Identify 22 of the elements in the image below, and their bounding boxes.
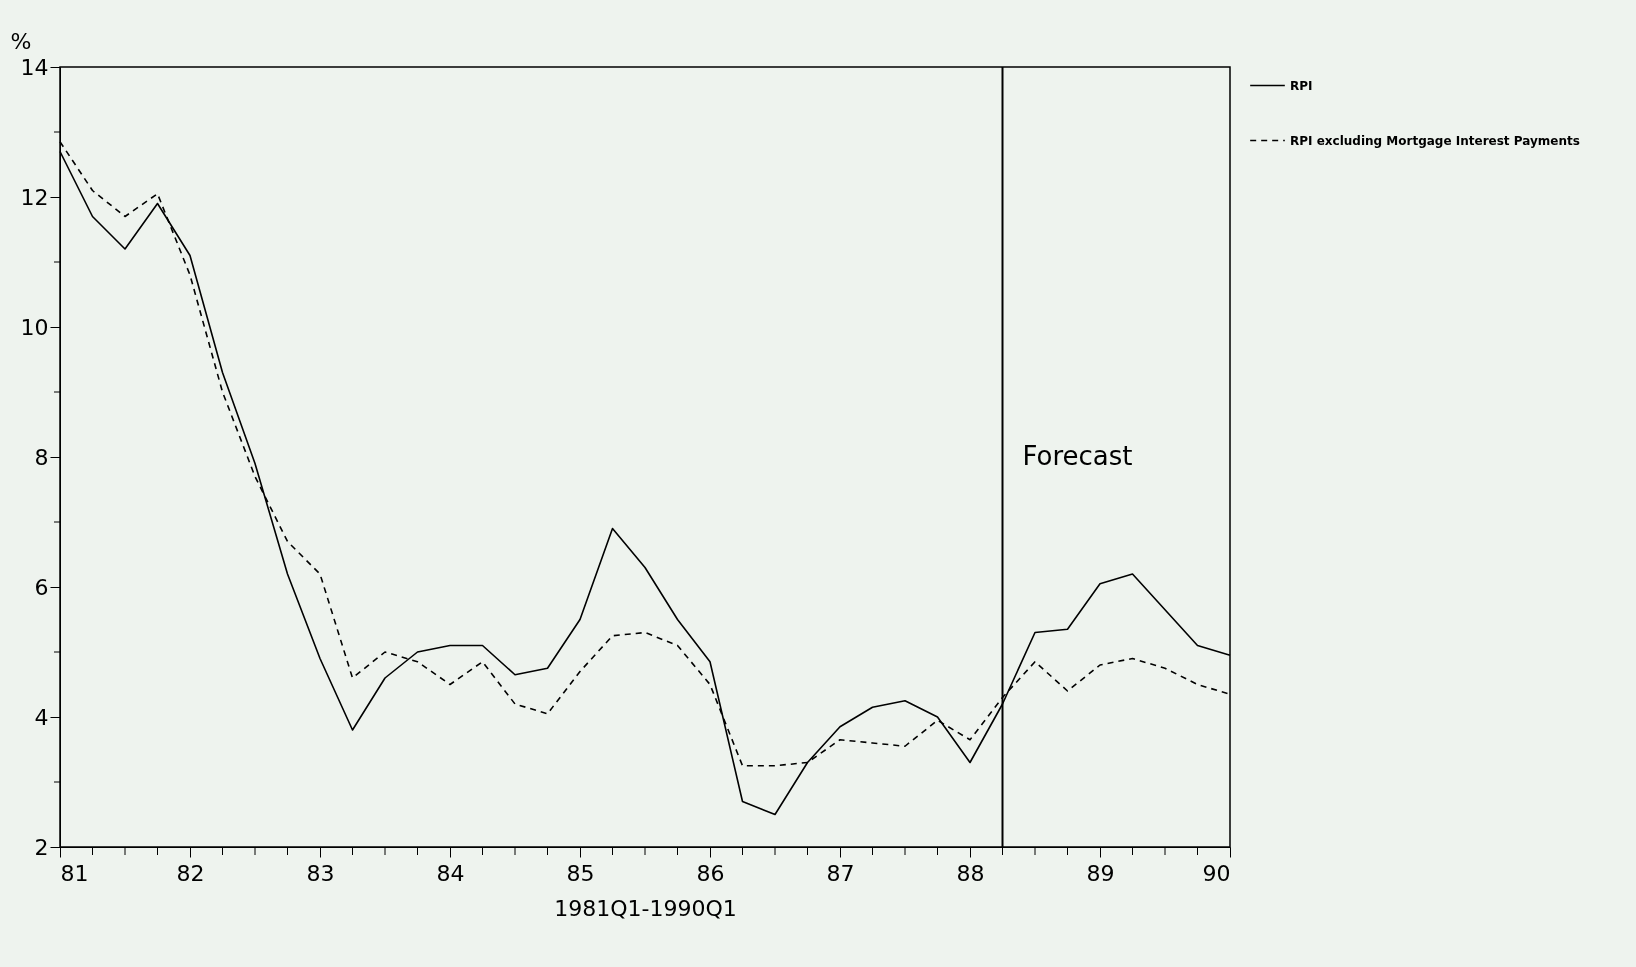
y-axis-title: % [10, 28, 32, 54]
x-tick-label: 85 [566, 860, 595, 886]
ref-line-label: Forecast [1022, 441, 1133, 471]
y-tick-label: 12 [20, 184, 49, 210]
x-tick-label: 86 [696, 860, 725, 886]
y-tick-label: 4 [34, 704, 49, 730]
x-tick-label: 84 [436, 860, 465, 886]
y-tick-label: 2 [34, 834, 49, 860]
x-tick-label: 82 [176, 860, 205, 886]
x-tick-label: 81 [60, 860, 89, 886]
x-tick-label: 90 [1202, 860, 1231, 886]
x-axis-title: 1981Q1-1990Q1 [554, 895, 737, 921]
y-tick-label: 14 [20, 54, 49, 80]
y-tick-label: 10 [20, 314, 49, 340]
x-tick-label: 89 [1086, 860, 1115, 886]
x-tick-label: 88 [956, 860, 985, 886]
legend-label: RPI excluding Mortgage Interest Payments [1290, 133, 1580, 148]
x-tick-label: 83 [306, 860, 335, 886]
x-tick-label: 87 [826, 860, 855, 886]
y-tick-label: 6 [34, 574, 49, 600]
legend-label: RPI [1290, 78, 1313, 93]
y-tick-label: 8 [34, 444, 49, 470]
